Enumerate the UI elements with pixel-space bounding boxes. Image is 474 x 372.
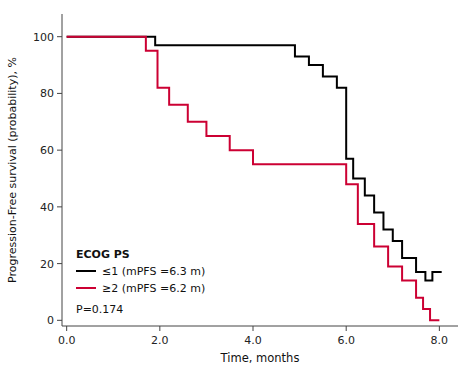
annotation: P=0.174 (76, 303, 123, 316)
y-tick-label: 60 (40, 144, 54, 157)
x-tick-label: 2.0 (151, 334, 169, 347)
y-tick (57, 206, 62, 207)
survival-curve (67, 37, 442, 281)
chart: 0.0 2.0 4.0 6.0 8.0 0 20 40 60 80 100 Time, months P… (0, 0, 474, 372)
y-tick-label: 0 (47, 314, 54, 327)
y-tick-label: 100 (33, 31, 54, 44)
x-tick (253, 326, 254, 331)
y-tick (57, 320, 62, 321)
y-tick (57, 93, 62, 94)
y-tick-label: 80 (40, 87, 54, 100)
survival-curve (67, 37, 440, 321)
y-axis-line (62, 14, 63, 326)
x-tick (66, 326, 67, 331)
legend: ECOG PS ≤1 (mPFS =6.3 m) ≥2 (mPFS =6.2 m) (76, 248, 205, 295)
y-tick (57, 263, 62, 264)
x-tick (159, 326, 160, 331)
legend-title: ECOG PS (76, 248, 130, 261)
x-tick-label: 8.0 (431, 334, 449, 347)
legend-label: ≥2 (mPFS =6.2 m) (102, 282, 205, 295)
legend-swatch (76, 270, 96, 272)
x-tick-label: 0.0 (58, 334, 76, 347)
y-tick-label: 40 (40, 201, 54, 214)
x-tick-label: 4.0 (244, 334, 262, 347)
x-tick (439, 326, 440, 331)
y-tick-label: 20 (40, 258, 54, 271)
x-axis-label: Time, months (220, 351, 300, 365)
x-tick-label: 6.0 (337, 334, 355, 347)
legend-swatch (76, 287, 96, 289)
y-tick (57, 150, 62, 151)
y-tick (57, 36, 62, 37)
x-axis-line (62, 326, 458, 327)
y-axis-label: Progression-Free survival (probability),… (6, 57, 19, 283)
legend-label: ≤1 (mPFS =6.3 m) (102, 265, 205, 278)
x-tick (346, 326, 347, 331)
